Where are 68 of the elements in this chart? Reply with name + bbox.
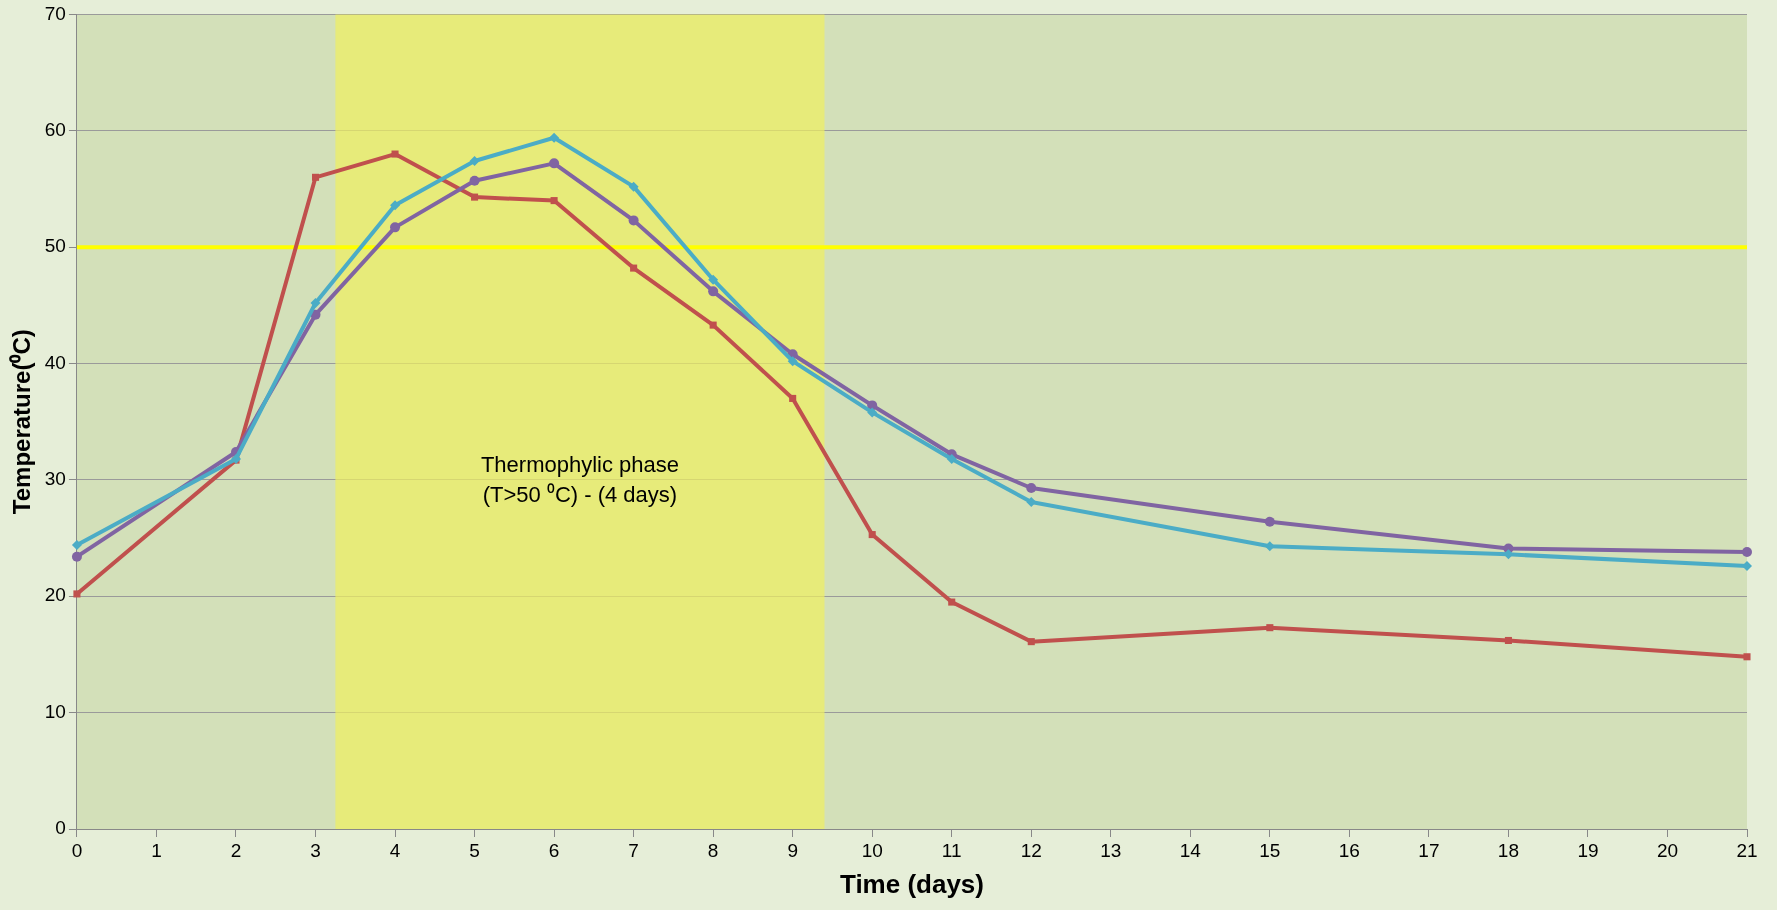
x-tick-label: 11 — [941, 839, 962, 861]
point — [787, 356, 798, 367]
point — [73, 590, 81, 598]
x-tick-label: 21 — [1736, 839, 1758, 861]
x-tick-label: 5 — [469, 839, 480, 861]
y-tick-label: 30 — [44, 468, 66, 490]
x-tick-label: 14 — [1179, 839, 1202, 861]
x-tick-label: 17 — [1418, 839, 1440, 861]
point — [71, 551, 82, 562]
x-tick-label: 2 — [230, 839, 242, 861]
point — [71, 540, 82, 551]
point — [311, 173, 320, 181]
x-tick-label: 4 — [389, 839, 401, 861]
point — [469, 156, 480, 167]
x-tick-label: 9 — [787, 839, 798, 861]
x-tick-label: 18 — [1497, 839, 1519, 861]
y-axis-title: Temperature(⁰C) — [8, 329, 36, 515]
point — [549, 158, 560, 169]
point — [709, 321, 717, 329]
point — [868, 531, 876, 539]
x-tick-label: 19 — [1577, 839, 1599, 861]
point — [390, 200, 401, 211]
x-tick-label: 15 — [1259, 839, 1281, 861]
x-tick-label: 20 — [1656, 839, 1679, 861]
point — [948, 598, 956, 606]
band-label: Thermophylic phase (T>50 ⁰C) - (4 days) — [480, 451, 679, 507]
point — [391, 150, 399, 158]
point — [1026, 483, 1037, 494]
x-tick-label: 10 — [861, 839, 883, 861]
y-tick-label: 20 — [44, 584, 66, 606]
point — [471, 193, 479, 201]
point — [789, 394, 797, 402]
point — [1027, 638, 1035, 646]
x-tick-label: 0 — [71, 839, 83, 861]
x-tick-label: 7 — [628, 839, 639, 861]
point — [708, 274, 719, 285]
point — [1264, 516, 1275, 527]
x-tick-label: 16 — [1338, 839, 1360, 861]
x-tick-label: 8 — [707, 839, 719, 861]
point — [628, 215, 639, 226]
point — [550, 197, 558, 205]
point — [1504, 636, 1512, 645]
y-tick-label: 50 — [44, 235, 66, 257]
point — [628, 181, 639, 192]
point — [1743, 653, 1751, 661]
point — [1742, 547, 1752, 558]
point — [630, 264, 638, 272]
y-tick-label: 40 — [44, 351, 66, 373]
point — [390, 222, 401, 233]
point — [549, 132, 560, 143]
point — [469, 175, 480, 186]
x-tick-label: 13 — [1100, 839, 1122, 861]
y-tick-label: 10 — [44, 700, 66, 722]
x-tick-label: 12 — [1020, 839, 1042, 861]
point — [1266, 624, 1274, 632]
x-axis-title: Time (days) — [839, 868, 984, 899]
y-tick-label: 60 — [44, 119, 66, 141]
x-tick-label: 1 — [151, 839, 162, 861]
x-tick-label: 6 — [548, 839, 560, 861]
point — [708, 286, 719, 297]
point — [310, 298, 321, 308]
x-tick-label: 3 — [310, 839, 321, 861]
point — [1742, 561, 1752, 571]
point — [946, 453, 957, 464]
point — [1264, 541, 1275, 552]
y-tick-label: 0 — [55, 817, 66, 839]
point — [867, 407, 878, 418]
y-tick-label: 70 — [44, 2, 66, 24]
